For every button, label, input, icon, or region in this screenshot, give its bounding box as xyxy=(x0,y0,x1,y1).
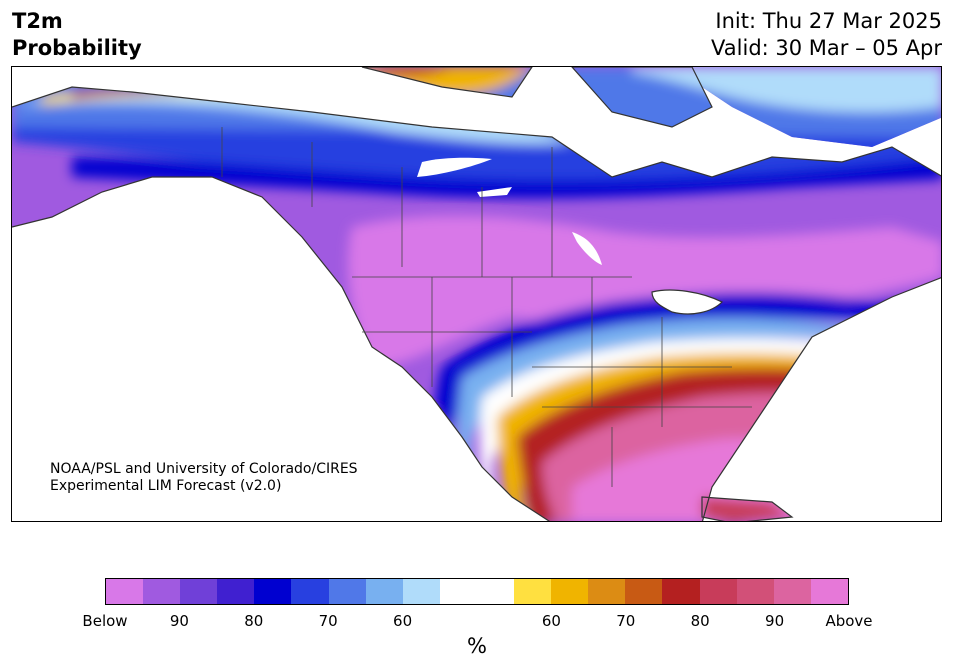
colorbar-segment xyxy=(514,579,552,604)
title-type: Probability xyxy=(12,36,142,60)
probability-map xyxy=(12,67,941,521)
colorbar-segment xyxy=(588,579,626,604)
colorbar-tick-label: 60 xyxy=(541,612,561,630)
colorbar-segment xyxy=(662,579,700,604)
colorbar-tick-label: 80 xyxy=(690,612,710,630)
colorbar-segment xyxy=(106,579,144,604)
colorbar-segment xyxy=(143,579,181,604)
title-left: T2m Probability xyxy=(12,8,142,62)
init-date: Init: Thu 27 Mar 2025 xyxy=(715,9,942,33)
map-panel: NOAA/PSL and University of Colorado/CIRE… xyxy=(11,66,942,522)
colorbar-segment xyxy=(439,579,477,604)
colorbar-segment xyxy=(365,579,403,604)
colorbar-segment xyxy=(402,579,440,604)
credit-line-2: Experimental LIM Forecast (v2.0) xyxy=(50,478,282,494)
colorbar-segment xyxy=(254,579,292,604)
colorbar-tick-label: 70 xyxy=(318,612,338,630)
colorbar-tick-label: 60 xyxy=(393,612,413,630)
colorbar-unit: % xyxy=(467,634,487,658)
colorbar-segment xyxy=(476,579,515,604)
colorbar-tick-label: 80 xyxy=(244,612,264,630)
colorbar-segment xyxy=(810,579,848,604)
colorbar-segment xyxy=(217,579,255,604)
colorbar-segment xyxy=(328,579,366,604)
credit-line-1: NOAA/PSL and University of Colorado/CIRE… xyxy=(50,461,358,477)
great-lakes xyxy=(652,290,722,314)
colorbar-tick-label: 70 xyxy=(616,612,636,630)
title-variable: T2m xyxy=(12,9,63,33)
colorbar-segment xyxy=(699,579,737,604)
colorbar-tick-label: Above xyxy=(825,612,873,630)
valid-range: Valid: 30 Mar – 05 Apr xyxy=(711,36,942,60)
colorbar-segment xyxy=(625,579,663,604)
colorbar-segment xyxy=(773,579,811,604)
colorbar-tick-label: 90 xyxy=(169,612,189,630)
colorbar-tick-label: Below xyxy=(82,612,128,630)
colorbar xyxy=(105,578,849,605)
colorbar-segment xyxy=(180,579,218,604)
colorbar-segment xyxy=(736,579,774,604)
credit-text: NOAA/PSL and University of Colorado/CIRE… xyxy=(50,461,358,495)
colorbar-segment xyxy=(551,579,589,604)
colorbar-segment xyxy=(291,579,329,604)
title-right: Init: Thu 27 Mar 2025 Valid: 30 Mar – 05… xyxy=(711,8,942,62)
colorbar-tick-label: 90 xyxy=(765,612,785,630)
